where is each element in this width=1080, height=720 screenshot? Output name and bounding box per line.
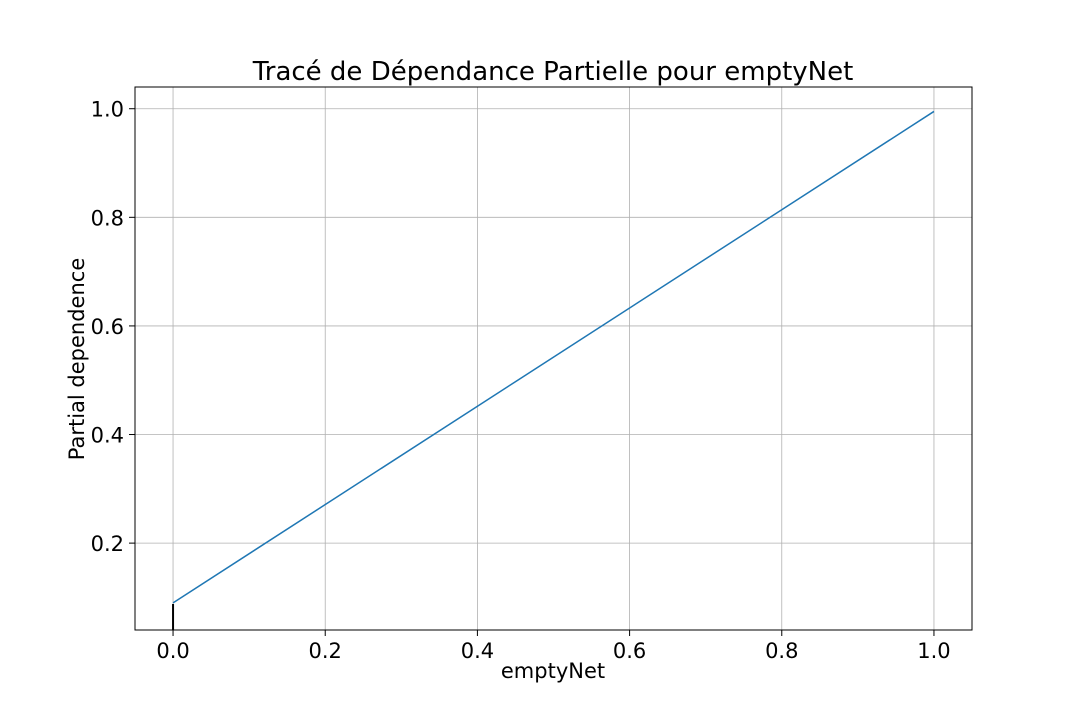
y-tick-label: 0.2: [91, 532, 124, 556]
series-line: [172, 110, 935, 604]
chart-title: Tracé de Dépendance Partielle pour empty…: [252, 57, 854, 87]
x-tick-label: 0.4: [461, 639, 494, 663]
x-tick-label: 0.8: [765, 639, 798, 663]
x-axis-label: emptyNet: [501, 659, 605, 683]
y-tick-label: 0.8: [91, 206, 124, 230]
y-tick-label: 1.0: [91, 98, 124, 122]
y-tick-label: 0.6: [91, 315, 124, 339]
grid: [135, 87, 972, 630]
x-tick-label: 0.0: [156, 639, 189, 663]
series-layer: [172, 110, 935, 604]
plot-area-frame: [134, 86, 973, 631]
x-tick-label: 0.6: [613, 639, 646, 663]
y-axis-label: Partial dependence: [65, 258, 89, 461]
y-tick-label: 0.4: [91, 424, 124, 448]
x-axis: 0.0 0.2 0.4 0.6 0.8 1.0: [156, 630, 951, 663]
x-tick-label: 0.2: [309, 639, 342, 663]
y-axis: 0.2 0.4 0.6 0.8 1.0: [91, 98, 135, 556]
x-tick-label: 1.0: [917, 639, 950, 663]
